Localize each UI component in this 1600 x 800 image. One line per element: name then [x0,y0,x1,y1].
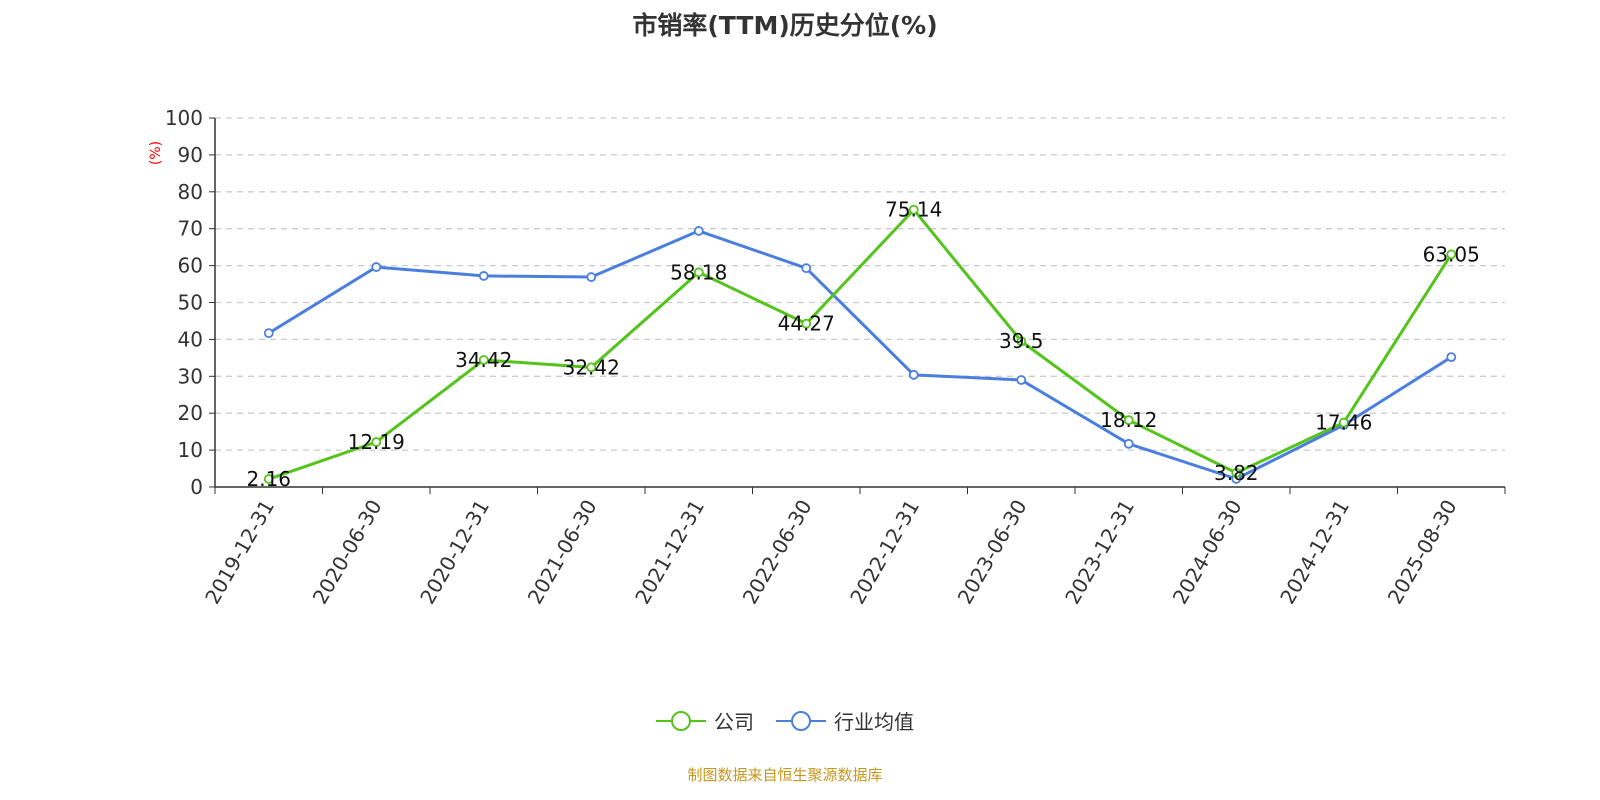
data-point [693,226,704,236]
legend-industry-icon [776,710,826,731]
y-tick-label: 0 [190,475,203,499]
y-tick-label: 40 [178,327,203,351]
x-tick-label: 2019-12-31 [200,496,279,609]
data-point [1338,417,1349,428]
data-point [263,328,274,339]
legend-label: 行业均值 [834,710,914,734]
legend-item-industry-avg[interactable]: 行业均值 [776,706,914,735]
data-label: 3.82 [1214,461,1259,485]
x-tick-label: 2021-06-30 [523,496,602,609]
data-point [1123,415,1134,426]
y-tick-label: 20 [178,401,203,425]
data-point [801,263,812,274]
data-point [908,369,919,380]
data-point [1446,352,1457,363]
data-point [478,355,489,365]
series-line-company [268,208,1453,481]
data-label: 17.46 [1315,411,1372,435]
legend-company-icon [656,710,706,731]
x-tick-label: 2023-06-30 [953,496,1032,609]
data-label: 39.5 [999,329,1044,353]
legend-label: 公司 [714,710,754,734]
data-point [1231,468,1242,478]
data-point [1446,249,1457,260]
data-point [693,267,704,278]
legend: 公司 行业均值 [0,706,1570,735]
x-tick-label: 2020-06-30 [308,496,387,609]
data-label: 44.27 [778,312,835,336]
data-label: 12.19 [348,430,405,454]
data-point [586,362,597,373]
chart-title: 市销率(TTM)历史分位(%) [632,11,938,40]
y-tick-label: 70 [178,217,203,241]
x-tick-label: 2024-06-30 [1168,496,1247,609]
data-label: 58.18 [670,260,727,284]
data-point [371,262,382,272]
data-point [371,437,382,447]
data-label: 75.14 [885,198,942,222]
line-chart: 0 10 20 30 40 50 60 70 80 90 100(%) 2019-12-31 2020-… [148,106,1506,609]
x-tick-label: 2021-12-31 [630,496,709,609]
data-point [1016,375,1027,385]
x-tick-label: 2022-06-30 [738,496,817,609]
x-tick-label: 2022-12-31 [845,496,924,609]
data-label: 32.42 [563,355,620,379]
y-tick-label: 100 [165,106,203,130]
data-label: 18.12 [1100,408,1157,432]
series-line-industry-avg [267,229,1453,481]
data-label: 2.16 [246,467,291,491]
source-note: 制图数据来自恒生聚源数据库 [687,766,883,784]
y-tick-label: 90 [178,143,203,167]
legend-item-company[interactable]: 公司 [656,706,754,735]
data-point [263,474,274,484]
y-tick-label: 10 [178,438,203,462]
y-tick-label: 30 [178,364,203,388]
x-tick-label: 2024-12-31 [1275,496,1354,609]
x-tick-label: 2023-12-31 [1060,496,1139,609]
data-point [586,272,597,282]
y-tick-label: 80 [178,180,203,204]
y-axis-label: (%) [148,141,164,165]
data-label: 34.42 [455,348,512,372]
y-tick-label: 50 [178,291,203,315]
data-label: 63.05 [1423,242,1480,266]
data-point [908,204,919,215]
data-point [1016,336,1027,347]
x-tick-label: 2020-12-31 [415,496,494,609]
data-point [478,271,489,281]
x-tick-label: 2025-08-30 [1383,496,1462,609]
y-tick-label: 60 [178,254,203,278]
data-point [801,318,812,329]
data-point [1123,438,1134,449]
